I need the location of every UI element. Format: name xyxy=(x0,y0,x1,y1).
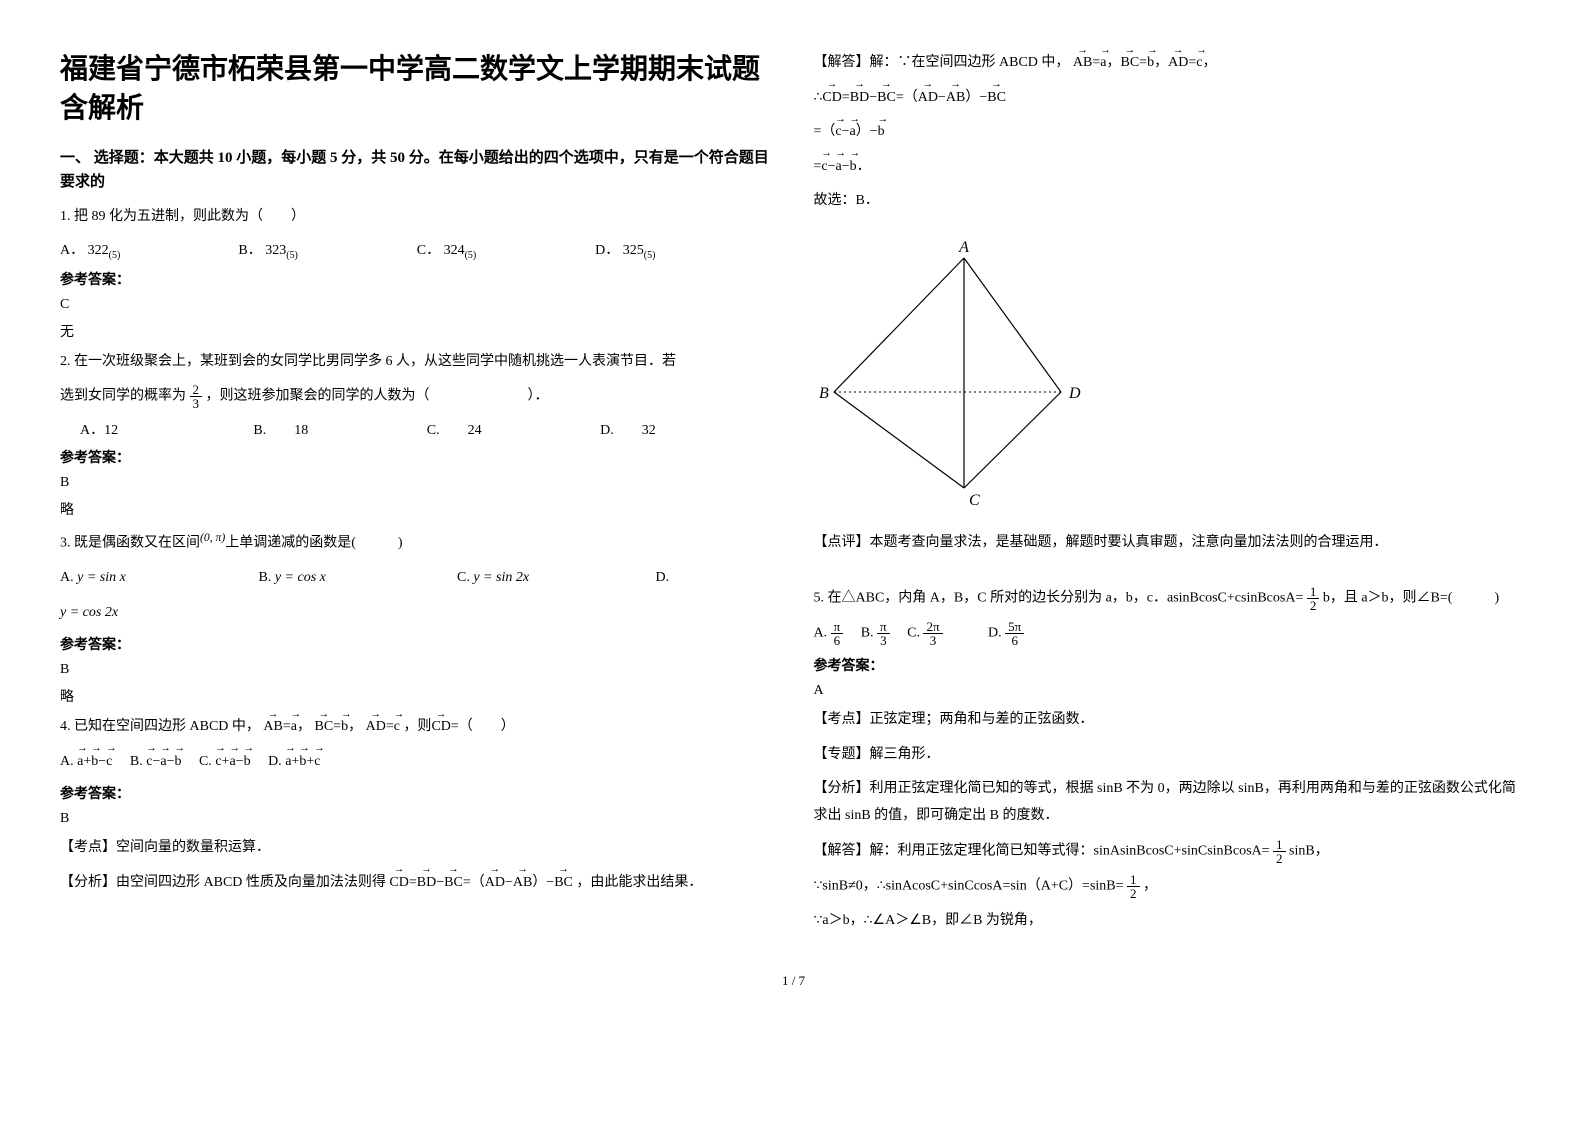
q4-options: A. a+b−c B. c−a−b C. c+a−b D. a+b+c xyxy=(60,749,774,776)
label-C: C xyxy=(969,492,980,509)
q2-options: A．12 B. 18 C. 24 D. 32 xyxy=(60,419,774,439)
edge-AD xyxy=(964,258,1061,392)
q2-note: 略 xyxy=(60,499,774,519)
tetrahedron-figure: A B D C xyxy=(814,230,1528,515)
edge-DC xyxy=(964,392,1061,488)
label-B: B xyxy=(819,385,829,402)
left-column: 福建省宁德市柘荣县第一中学高二数学文上学期期末试题含解析 一、 选择题：本大题共… xyxy=(60,50,774,943)
section-1-head: 一、 选择题：本大题共 10 小题，每小题 5 分，共 50 分。在每小题给出的… xyxy=(60,146,774,194)
q4-ans: B xyxy=(60,811,774,827)
label-D: D xyxy=(1068,385,1081,402)
q3-note: 略 xyxy=(60,686,774,706)
q1-opt-d: D． 325(5) xyxy=(595,239,773,261)
page-number: 1 / 7 xyxy=(0,973,1587,1009)
q1-options: A． 322(5) B． 323(5) C． 324(5) D． 325(5) xyxy=(60,239,774,261)
q5-stem: 5. 在△ABC，内角 A，B，C 所对的边长分别为 a，b，c．asinBco… xyxy=(814,585,1528,612)
q1-ans-label: 参考答案： xyxy=(60,269,774,289)
q5-options: A. π6 B. π3 C. 2π3 D. 5π6 xyxy=(814,620,1528,647)
q1-ans: C xyxy=(60,297,774,313)
q5-ans: A xyxy=(814,683,1528,699)
q5-ans-label: 参考答案： xyxy=(814,655,1528,675)
q4-ans-label: 参考答案： xyxy=(60,783,774,803)
q1-note: 无 xyxy=(60,321,774,341)
q4-conclusion: 故选：B． xyxy=(814,188,1528,215)
q1-opt-c: C． 324(5) xyxy=(417,239,595,261)
q5-fenxi: 【分析】利用正弦定理化简已知的等式，根据 sinB 不为 0，两边除以 sinB… xyxy=(814,776,1528,829)
q2-stem-a: 2. 在一次班级聚会上，某班到会的女同学比男同学多 6 人，从这些同学中随机挑选… xyxy=(60,349,774,376)
label-A: A xyxy=(958,239,969,256)
q2-stem-b: 选到女同学的概率为 23 ，则这班参加聚会的同学的人数为（ ）． xyxy=(60,383,774,410)
q3-stem: 3. 既是偶函数又在区间(0, π)上单调递减的函数是( ) xyxy=(60,527,774,557)
q1-stem: 1. 把 89 化为五进制，则此数为（ ） xyxy=(60,204,774,231)
q3-ans-label: 参考答案： xyxy=(60,634,774,654)
q4-jieda-4: =c−a−b． xyxy=(814,154,1528,181)
q4-stem: 4. 已知在空间四边形 ABCD 中， AB=a， BC=b， AD=c ，则C… xyxy=(60,714,774,741)
q1-opt-b: B． 323(5) xyxy=(238,239,416,261)
right-column: 【解答】解：∵在空间四边形 ABCD 中， AB=a，BC=b，AD=c， ∴C… xyxy=(814,50,1528,943)
q4-jieda-2: ∴CD=BD−BC=（AD−AB）−BC xyxy=(814,85,1528,112)
q3-options: A. y = sin x B. y = cos x C. y = sin 2x … xyxy=(60,565,774,592)
q2-opt-d: D. 32 xyxy=(600,419,773,439)
q2-ans: B xyxy=(60,475,774,491)
q4-jieda-1: 【解答】解：∵在空间四边形 ABCD 中， AB=a，BC=b，AD=c， xyxy=(814,50,1528,77)
q2-ans-label: 参考答案： xyxy=(60,447,774,467)
q5-zhuanti: 【专题】解三角形． xyxy=(814,742,1528,769)
q5-kaodian: 【考点】正弦定理；两角和与差的正弦函数． xyxy=(814,707,1528,734)
q3-ans: B xyxy=(60,662,774,678)
edge-BC xyxy=(834,392,964,488)
q4-jieda-3: =（c−a）−b xyxy=(814,119,1528,146)
q1-opt-a: A． 322(5) xyxy=(60,239,238,261)
q3-opt-d: y = cos 2x xyxy=(60,600,774,627)
q4-dianping: 【点评】本题考查向量求法，是基础题，解题时要认真审题，注意向量加法法则的合理运用… xyxy=(814,530,1528,557)
q2-opt-a: A．12 xyxy=(80,419,253,439)
q5-jieda-1: 【解答】解：利用正弦定理化简已知等式得：sinAsinBcosC+sinCsin… xyxy=(814,838,1528,865)
q5-jieda-3: ∵a＞b，∴∠A＞∠B，即∠B 为锐角， xyxy=(814,908,1528,935)
doc-title: 福建省宁德市柘荣县第一中学高二数学文上学期期末试题含解析 xyxy=(60,50,774,128)
q5-jieda-2: ∵sinB≠0，∴sinAcosC+sinCcosA=sin（A+C）=sinB… xyxy=(814,873,1528,900)
q2-opt-b: B. 18 xyxy=(253,419,426,439)
q4-kaodian: 【考点】空间向量的数量积运算． xyxy=(60,835,774,862)
q2-opt-c: C. 24 xyxy=(427,419,600,439)
q4-fenxi: 【分析】由空间四边形 ABCD 性质及向量加法法则得 CD=BD−BC=（AD−… xyxy=(60,870,774,897)
edge-AB xyxy=(834,258,964,392)
